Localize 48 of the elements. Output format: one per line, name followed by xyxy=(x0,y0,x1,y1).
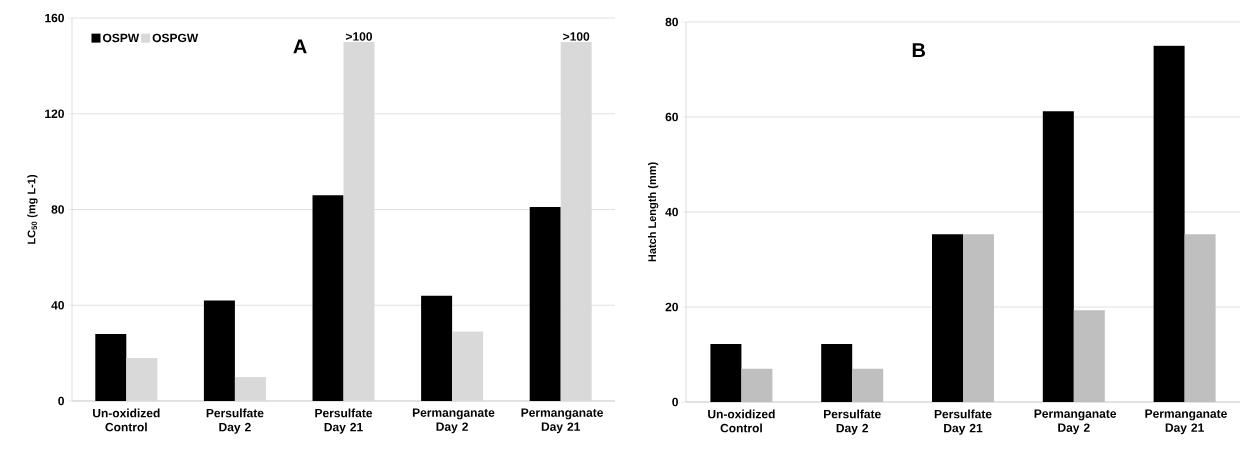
bar xyxy=(932,234,964,402)
legend-label: OSPGW xyxy=(152,33,199,43)
bar xyxy=(529,207,561,401)
y-tick-label: 0 xyxy=(58,396,64,406)
y-tick-label: 80 xyxy=(51,205,64,214)
y-tick-label: 80 xyxy=(665,17,678,27)
bar xyxy=(203,300,235,401)
bar xyxy=(963,234,995,402)
y-tick-label: 60 xyxy=(665,112,678,122)
x-tick-label: Permanganate Day 2 xyxy=(1034,409,1117,435)
bar xyxy=(1042,111,1074,402)
text: B xyxy=(912,43,925,58)
y-tick-label: 0 xyxy=(672,397,678,407)
x-tick-label: Un-oxidized Control xyxy=(93,408,160,432)
bar xyxy=(343,41,375,401)
bar xyxy=(560,41,592,401)
bar xyxy=(95,333,127,401)
x-tick-label: Un-oxidized Control xyxy=(708,409,775,433)
bar xyxy=(452,331,484,401)
x-tick-label: Permanganate Day 21 xyxy=(1145,409,1227,435)
x-tick-label: Persulfate Day 2 xyxy=(824,409,881,435)
x-tick-label: Persulfate Day 21 xyxy=(315,408,373,434)
text: A xyxy=(293,39,307,54)
bar xyxy=(234,377,266,401)
y-tick-label: 40 xyxy=(665,207,678,217)
y-tick-label: 40 xyxy=(51,301,64,310)
bar xyxy=(821,344,853,402)
x-tick-label: Persulfate Day 21 xyxy=(934,409,992,435)
y-tick-label: 160 xyxy=(45,13,64,23)
x-tick-label: Permanganate Day 2 xyxy=(412,408,495,434)
bar xyxy=(421,295,453,401)
x-tick-label: Permanganate Day 21 xyxy=(521,408,603,434)
bar xyxy=(126,357,158,401)
y-tick-label: 120 xyxy=(45,109,64,118)
annotation: >100 xyxy=(563,32,590,41)
bar xyxy=(312,195,344,401)
annotation: >100 xyxy=(345,32,373,41)
x-tick-label: Persulfate Day 2 xyxy=(206,408,264,434)
y-tick-label: 20 xyxy=(665,302,678,312)
bar xyxy=(852,368,884,402)
bar xyxy=(1184,234,1216,402)
bar xyxy=(1073,310,1105,402)
bar xyxy=(710,344,742,402)
y-axis-title: Hatch Length (mm) xyxy=(647,162,659,262)
bar xyxy=(1153,45,1185,402)
y-axis-title: LC$_{50}$ (mg L-1) xyxy=(27,174,38,244)
bar xyxy=(741,368,773,402)
legend-label: OSPW xyxy=(102,33,140,43)
